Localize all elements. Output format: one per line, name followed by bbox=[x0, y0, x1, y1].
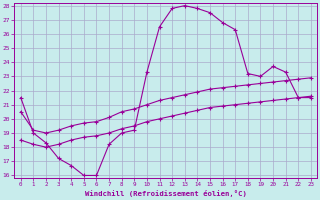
X-axis label: Windchill (Refroidissement éolien,°C): Windchill (Refroidissement éolien,°C) bbox=[85, 190, 247, 197]
